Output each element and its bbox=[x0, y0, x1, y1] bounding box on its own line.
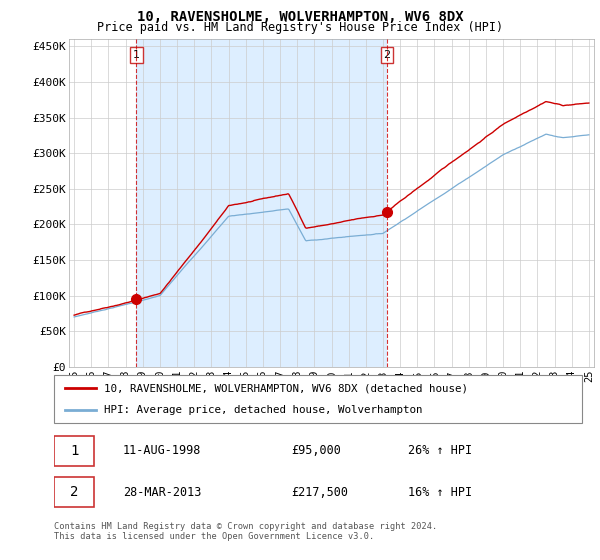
FancyBboxPatch shape bbox=[54, 375, 582, 423]
Text: 1: 1 bbox=[70, 444, 78, 458]
FancyBboxPatch shape bbox=[54, 436, 94, 466]
Text: 28-MAR-2013: 28-MAR-2013 bbox=[122, 486, 201, 498]
FancyBboxPatch shape bbox=[54, 477, 94, 507]
Text: 1: 1 bbox=[133, 50, 140, 60]
Text: 16% ↑ HPI: 16% ↑ HPI bbox=[408, 486, 472, 498]
Text: HPI: Average price, detached house, Wolverhampton: HPI: Average price, detached house, Wolv… bbox=[104, 405, 422, 415]
Text: £217,500: £217,500 bbox=[292, 486, 349, 498]
Bar bbox=[136, 39, 387, 367]
Text: Price paid vs. HM Land Registry's House Price Index (HPI): Price paid vs. HM Land Registry's House … bbox=[97, 21, 503, 34]
Text: Contains HM Land Registry data © Crown copyright and database right 2024.
This d: Contains HM Land Registry data © Crown c… bbox=[54, 522, 437, 542]
Text: 2: 2 bbox=[383, 50, 391, 60]
Text: 11-AUG-1998: 11-AUG-1998 bbox=[122, 444, 201, 458]
Text: 26% ↑ HPI: 26% ↑ HPI bbox=[408, 444, 472, 458]
Text: £95,000: £95,000 bbox=[292, 444, 341, 458]
Text: 2: 2 bbox=[70, 485, 78, 499]
Text: 10, RAVENSHOLME, WOLVERHAMPTON, WV6 8DX (detached house): 10, RAVENSHOLME, WOLVERHAMPTON, WV6 8DX … bbox=[104, 383, 468, 393]
Text: 10, RAVENSHOLME, WOLVERHAMPTON, WV6 8DX: 10, RAVENSHOLME, WOLVERHAMPTON, WV6 8DX bbox=[137, 10, 463, 24]
